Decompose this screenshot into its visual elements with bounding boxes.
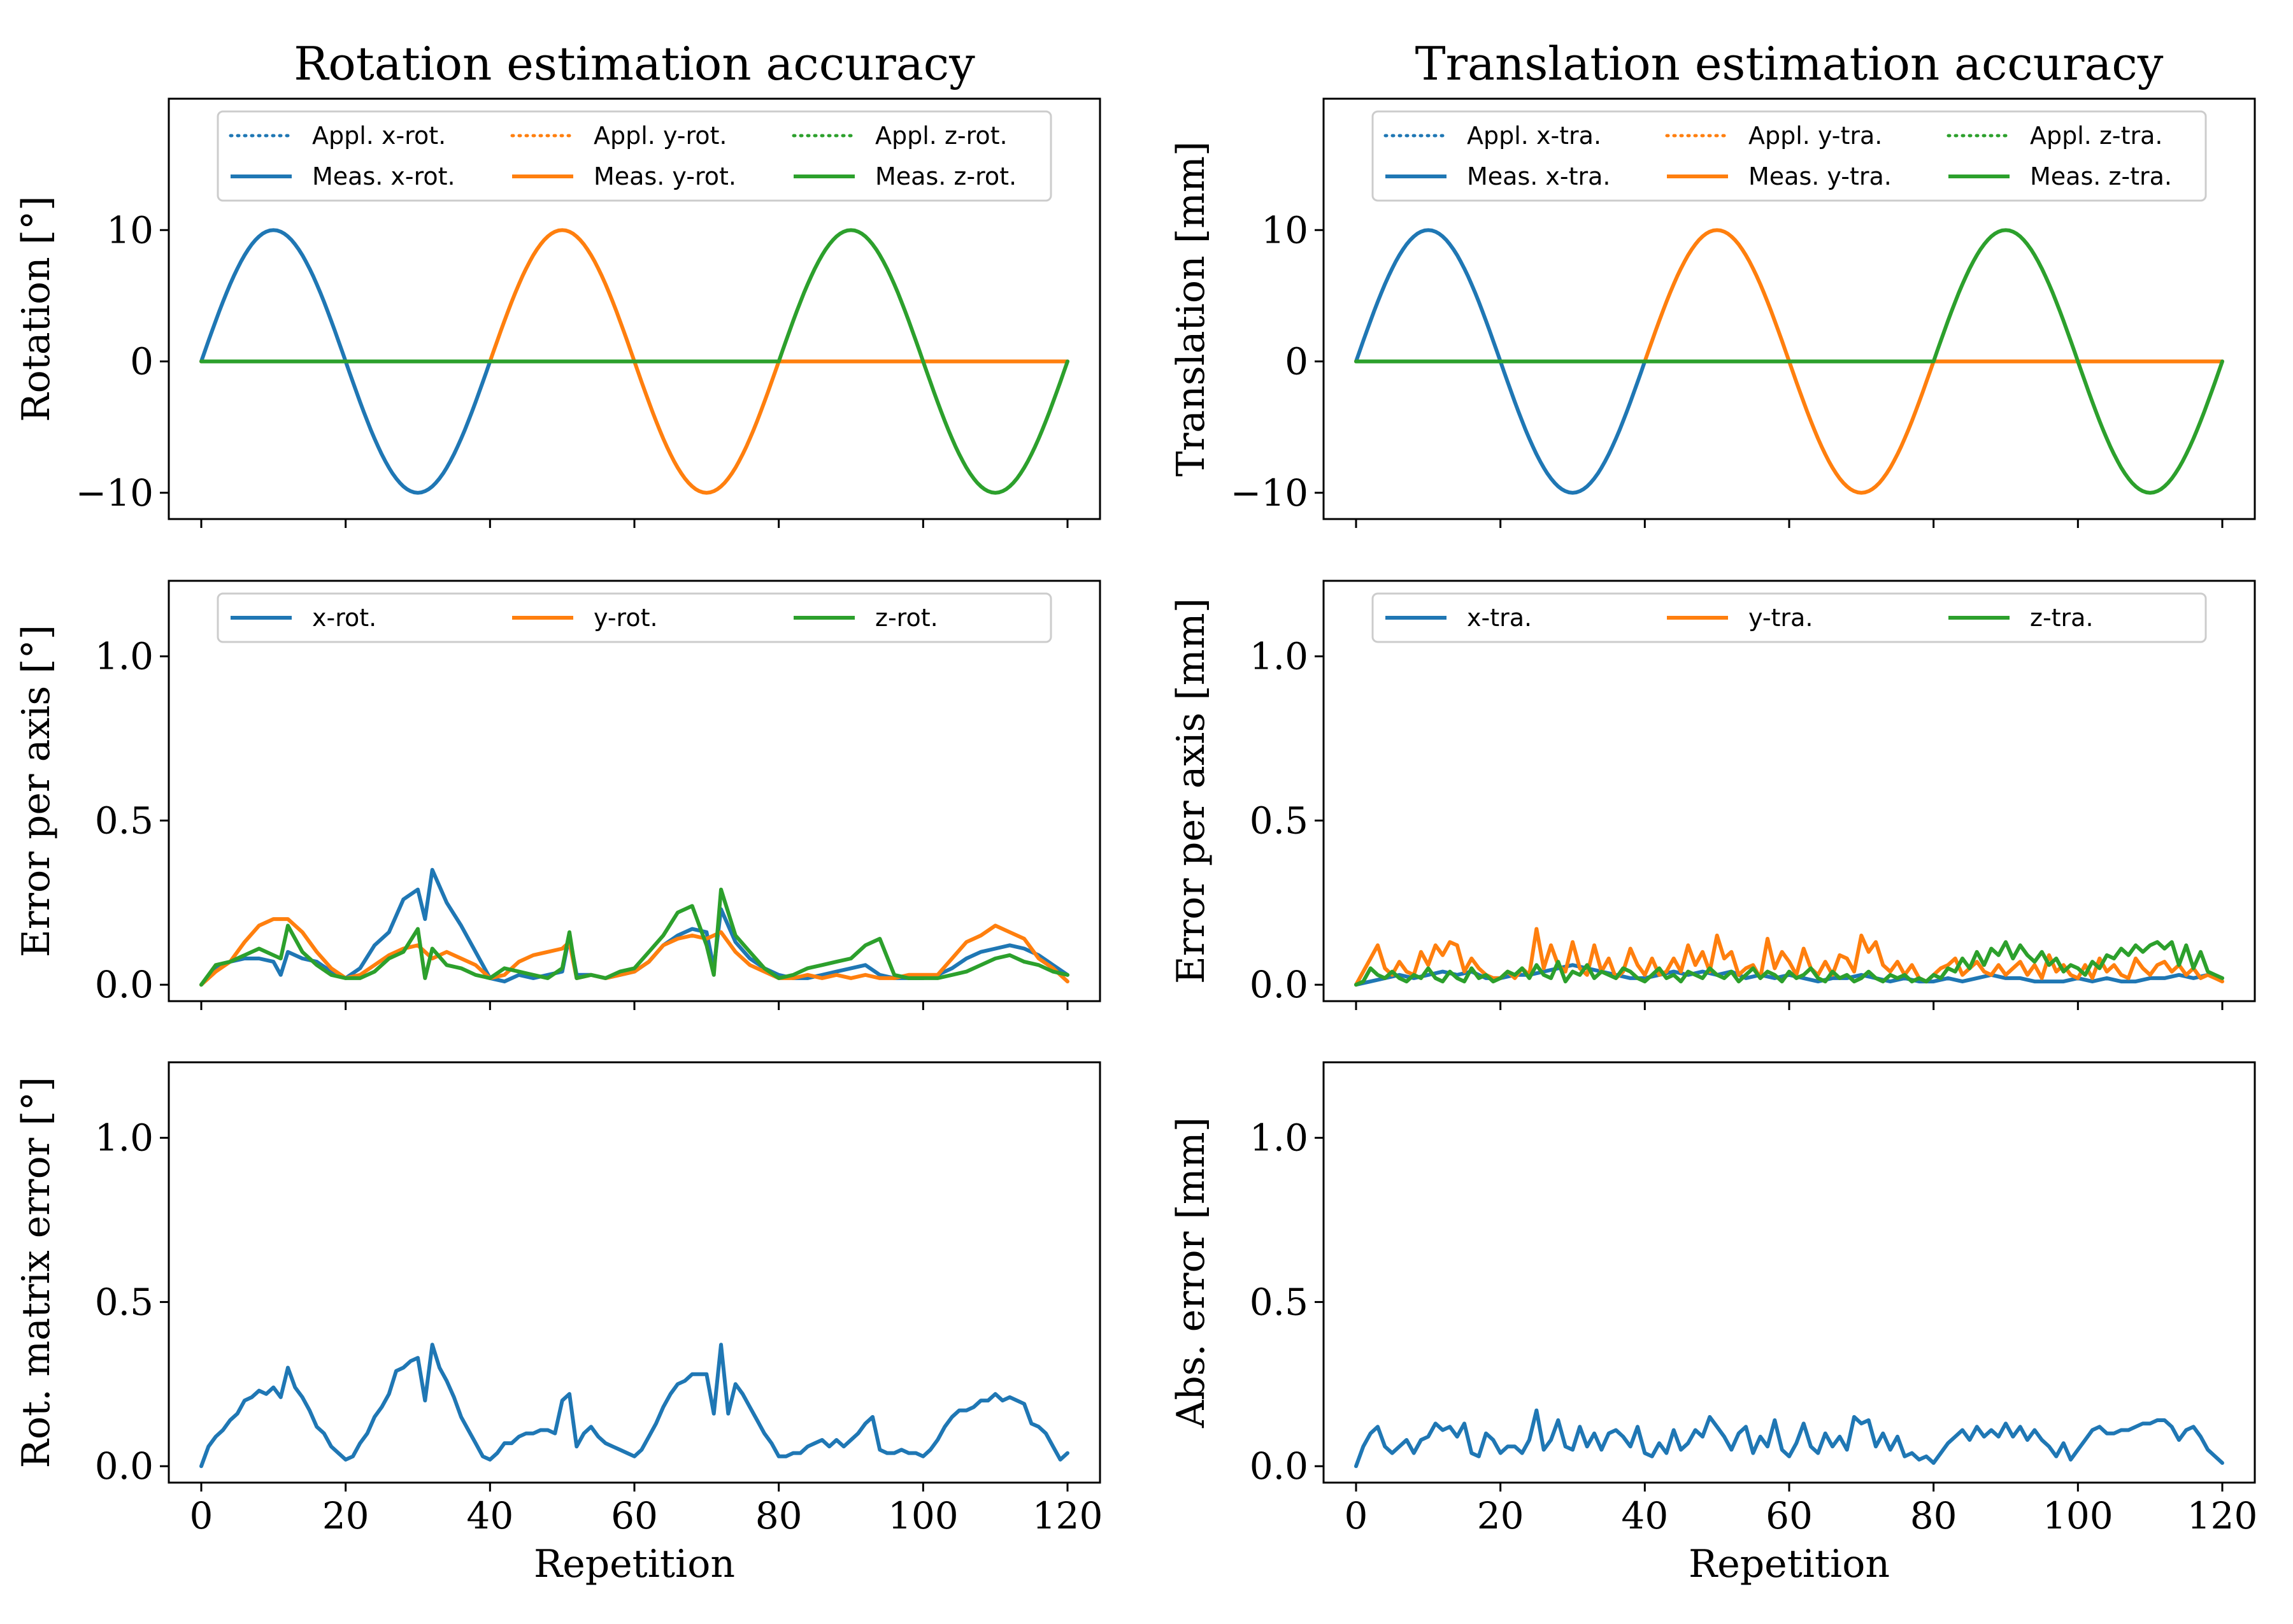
series-line-z-rot	[199, 887, 1069, 987]
legend-label: Meas. y-rot.	[594, 162, 736, 190]
y-axis-label: Rotation [°]	[14, 196, 59, 422]
legend-label: x-tra.	[1467, 604, 1532, 632]
x-tick-label: 120	[1032, 1494, 1103, 1537]
legend-label: Appl. x-rot.	[312, 122, 446, 150]
x-tick-label: 20	[1477, 1494, 1524, 1537]
series-line-rot-matrix-error	[199, 1343, 1069, 1469]
series-line-meas-z-rot	[199, 228, 1069, 495]
x-tick-label: 60	[611, 1494, 658, 1537]
legend-label: Appl. x-tra.	[1467, 122, 1601, 150]
x-tick-label: 80	[1910, 1494, 1957, 1537]
legend-label: z-rot.	[875, 604, 938, 632]
legend: x-tra. y-tra. z-tra.	[1371, 592, 2207, 643]
panel-2: −10 0 10 Translation [mm] Translation estima…	[1169, 37, 2256, 528]
y-tick-label: 0.0	[95, 963, 154, 1006]
legend-label: Meas. z-rot.	[875, 162, 1017, 190]
y-tick-label: 1.0	[1250, 1116, 1308, 1160]
series-line-z-tra	[1354, 940, 2224, 987]
x-tick-label: 100	[888, 1494, 959, 1537]
y-tick-label: 0.0	[95, 1444, 154, 1488]
legend-label: Appl. y-rot.	[594, 122, 727, 150]
legend-label: Appl. z-rot.	[875, 122, 1008, 150]
legend-label: x-rot.	[312, 604, 376, 632]
x-tick-label: 0	[190, 1494, 213, 1537]
series-group	[1354, 228, 2224, 495]
y-tick-label: −10	[1231, 471, 1308, 515]
y-tick-label: 10	[1261, 208, 1308, 252]
panel-3: 0.0 0.5 1.0 Error per axis [°] x-rot. y-rot. z…	[14, 580, 1101, 1010]
x-tick-label: 100	[2043, 1494, 2113, 1537]
x-tick-label: 0	[1345, 1494, 1368, 1537]
x-tick-label: 60	[1766, 1494, 1813, 1537]
panel-5: 0 20 40 60 80 100 120 0.0 0.5 1.0 Rot. matrix erro…	[14, 1061, 1103, 1586]
series-line-abs-error	[1354, 1408, 2224, 1469]
series-line-meas-z-tra	[1354, 228, 2224, 495]
x-axis-label: Repetition	[534, 1542, 735, 1586]
legend-label: Meas. x-rot.	[312, 162, 455, 190]
y-axis-label: Abs. error [mm]	[1169, 1117, 1213, 1428]
x-tick-label: 40	[1621, 1494, 1668, 1537]
y-tick-label: −10	[76, 471, 154, 515]
panels: −10 0 10 Rotation [°] Rotation estimation ac…	[14, 37, 2257, 1586]
x-axis-label: Repetition	[1689, 1542, 1890, 1586]
y-tick-label: 0.5	[95, 1280, 154, 1323]
y-tick-label: 0.5	[95, 799, 154, 842]
y-tick-label: 1.0	[1250, 635, 1308, 678]
chart-title: Rotation estimation accuracy	[294, 37, 975, 90]
y-tick-label: 1.0	[95, 1116, 154, 1160]
panel-4: 0.0 0.5 1.0 Error per axis [mm] x-tra. y-tra.…	[1169, 580, 2256, 1010]
y-tick-label: 10	[106, 208, 154, 252]
x-tick-label: 20	[322, 1494, 369, 1537]
series-group	[1354, 1408, 2224, 1469]
y-axis-label: Translation [mm]	[1169, 141, 1213, 477]
legend-label: Appl. y-tra.	[1748, 122, 1882, 150]
y-tick-label: 1.0	[95, 635, 154, 678]
panel-6: 0 20 40 60 80 100 120 0.0 0.5 1.0 Abs. error [mm] R…	[1169, 1061, 2258, 1586]
legend-label: y-rot.	[594, 604, 658, 632]
legend: Appl. x-tra. Appl. y-tra. Appl. z-tra. Meas…	[1371, 110, 2207, 202]
x-tick-label: 80	[755, 1494, 803, 1537]
legend-box	[1371, 592, 2207, 643]
legend: Appl. x-rot. Appl. y-rot. Appl. z-rot. Meas…	[217, 110, 1052, 202]
y-axis-label: Error per axis [°]	[14, 625, 59, 957]
legend-label: Meas. x-tra.	[1467, 162, 1611, 190]
legend: x-rot. y-rot. z-rot.	[217, 592, 1052, 643]
legend-label: Meas. z-tra.	[2030, 162, 2172, 190]
y-axis-label: Rot. matrix error [°]	[14, 1077, 59, 1469]
legend-label: Meas. y-tra.	[1748, 162, 1892, 190]
x-tick-label: 120	[2187, 1494, 2258, 1537]
x-tick-label: 40	[466, 1494, 513, 1537]
y-tick-label: 0.5	[1250, 799, 1308, 842]
legend-label: Appl. z-tra.	[2030, 122, 2163, 150]
legend-box	[217, 592, 1052, 643]
series-group	[199, 228, 1069, 495]
series-group	[199, 1343, 1069, 1469]
y-tick-label: 0.0	[1250, 1444, 1308, 1488]
y-tick-label: 0	[1285, 340, 1308, 383]
y-tick-label: 0.0	[1250, 963, 1308, 1006]
series-group	[1354, 927, 2224, 987]
legend-label: y-tra.	[1748, 604, 1813, 632]
chart-title: Translation estimation accuracy	[1415, 37, 2164, 90]
panel-1: −10 0 10 Rotation [°] Rotation estimation ac…	[14, 37, 1101, 528]
y-tick-label: 0.5	[1250, 1280, 1308, 1323]
series-group	[199, 867, 1069, 987]
legend-label: z-tra.	[2030, 604, 2094, 632]
y-tick-label: 0	[130, 340, 154, 383]
y-axis-label: Error per axis [mm]	[1169, 598, 1213, 984]
